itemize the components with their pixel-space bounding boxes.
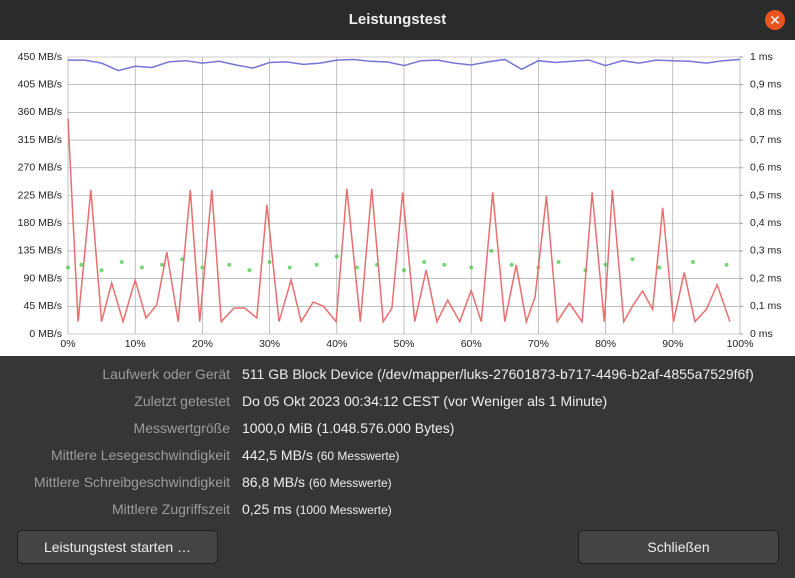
access-point [690,259,695,264]
access-point [314,262,319,267]
access-point [556,259,561,264]
close-dialog-button[interactable]: Schließen [578,530,779,564]
info-label: Zuletzt getestet [134,393,230,409]
x-tick-label: 30% [259,338,280,350]
button-label: Schließen [647,539,710,555]
access-point [200,265,205,270]
value-note: (60 Messwerte) [316,449,400,463]
value-text: 511 GB Block Device (/dev/mapper/luks-27… [242,366,754,382]
x-tick-label: 90% [662,338,683,350]
info-value: 511 GB Block Device (/dev/mapper/luks-27… [242,363,754,385]
info-row: Mittlere Lesegeschwindigkeit 442,5 MB/s (… [0,444,795,466]
button-label: Leistungstest starten … [43,539,192,555]
x-tick-label: 20% [192,338,213,350]
info-row: Messwertgröße 1000,0 MiB (1.048.576.000 B… [0,417,795,439]
access-point [354,265,359,270]
series-line [67,118,731,325]
access-point [79,262,84,267]
info-value: 1000,0 MiB (1.048.576.000 Bytes) [242,417,454,439]
access-point [99,268,104,273]
access-point [247,268,252,273]
x-tick-label: 10% [125,338,146,350]
y2-tick-label: 0 ms [750,328,773,340]
close-button[interactable]: ✕ [765,10,785,30]
title-bar: Leistungstest [0,0,795,40]
x-tick-label: 70% [528,338,549,350]
y2-tick-label: 0,3 ms [750,245,782,257]
value-text: 1000,0 MiB (1.048.576.000 Bytes) [242,420,455,436]
y-tick-label: 0 MB/s [29,328,62,340]
info-value: 0,25 ms (1000 Messwerte) [242,498,392,521]
y-tick-label: 135 MB/s [18,245,62,257]
access-point [422,259,427,264]
access-point [267,259,272,264]
access-point [139,265,144,270]
y-tick-label: 450 MB/s [18,51,62,63]
window-title: Leistungstest [348,11,447,28]
y2-tick-label: 0,8 ms [750,106,782,118]
info-label: Mittlere Schreibgeschwindigkeit [33,474,230,490]
x-tick-label: 40% [326,338,347,350]
x-tick-label: 60% [461,338,482,350]
y-tick-label: 45 MB/s [23,300,62,312]
access-point [66,265,70,270]
info-row: Mittlere Zugriffszeit 0,25 ms (1000 Messw… [0,498,795,520]
y-tick-label: 405 MB/s [18,78,62,90]
access-point [509,262,514,267]
series-line [68,58,741,72]
y-tick-label: 315 MB/s [18,134,62,146]
y2-tick-label: 0,5 ms [750,189,782,201]
value-text: 86,8 MB/s [242,474,306,490]
info-value: 442,5 MB/s (60 Messwerte) [242,444,399,467]
y-tick-label: 270 MB/s [18,162,62,174]
access-point [402,268,406,273]
info-row: Laufwerk oder Gerät 511 GB Block Device (… [0,363,795,385]
info-row: Zuletzt getestet Do 05 Okt 2023 00:34:12 … [0,390,795,412]
info-label: Laufwerk oder Gerät [102,366,230,382]
y-tick-label: 90 MB/s [23,272,62,284]
info-value: 86,8 MB/s (60 Messwerte) [242,471,392,494]
y2-tick-label: 0,9 ms [750,78,782,90]
y2-tick-label: 0,2 ms [750,272,782,284]
access-point [119,259,124,264]
value-text: Do 05 Okt 2023 00:34:12 CEST (vor Wenige… [242,393,608,409]
info-label: Mittlere Zugriffszeit [112,501,230,517]
x-tick-label: 0% [60,338,75,350]
y-tick-label: 180 MB/s [18,217,62,229]
access-point [469,265,474,270]
access-point [630,257,635,262]
access-point [160,262,165,267]
info-row: Mittlere Schreibgeschwindigkeit 86,8 MB/s… [0,471,795,493]
y2-tick-label: 1 ms [750,51,773,63]
x-tick-label: 80% [595,338,616,350]
y2-tick-label: 0,1 ms [750,300,782,312]
access-point [287,265,292,270]
chart-background [0,40,795,356]
value-text: 442,5 MB/s [242,447,313,463]
start-button[interactable]: Leistungstest starten … [17,530,218,564]
access-point [442,262,447,267]
access-point [334,254,339,259]
y2-tick-label: 0,7 ms [750,134,782,146]
access-point [489,248,494,253]
value-text: 0,25 ms [242,501,292,517]
y2-tick-label: 0,6 ms [750,162,782,174]
x-tick-label: 100% [727,338,754,350]
value-note: (1000 Messwerte) [295,503,392,517]
access-point [657,265,662,270]
info-value: Do 05 Okt 2023 00:34:12 CEST (vor Wenige… [242,390,607,412]
access-point [227,262,232,267]
info-label: Messwertgröße [133,420,230,436]
access-point [603,262,608,267]
chart: 0 MB/s 45 MB/s 90 MB/s 135 MB/s 180 MB/s 225 … [0,40,795,356]
y2-tick-label: 0,4 ms [750,217,782,229]
y-tick-label: 225 MB/s [18,189,62,201]
y-tick-label: 360 MB/s [18,106,62,118]
access-point [724,262,729,267]
value-note: (60 Messwerte) [308,476,392,490]
x-tick-label: 50% [393,338,414,350]
info-label: Mittlere Lesegeschwindigkeit [51,447,230,463]
